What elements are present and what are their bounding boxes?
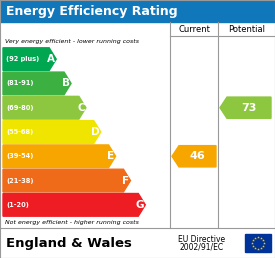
Text: (55-68): (55-68) xyxy=(6,129,33,135)
Bar xyxy=(0,0,275,22)
Text: 46: 46 xyxy=(190,151,205,161)
Polygon shape xyxy=(3,48,56,70)
Text: (81-91): (81-91) xyxy=(6,80,34,86)
Polygon shape xyxy=(220,97,271,118)
Polygon shape xyxy=(3,145,116,168)
Text: 2002/91/EC: 2002/91/EC xyxy=(180,243,224,252)
Text: B: B xyxy=(62,78,70,88)
Text: EU Directive: EU Directive xyxy=(178,235,225,244)
Bar xyxy=(245,234,271,252)
Text: A: A xyxy=(47,54,55,64)
Text: (69-80): (69-80) xyxy=(6,105,34,111)
Polygon shape xyxy=(3,96,86,119)
Polygon shape xyxy=(3,121,101,143)
Text: England & Wales: England & Wales xyxy=(6,237,132,249)
Text: Energy Efficiency Rating: Energy Efficiency Rating xyxy=(6,4,178,18)
Text: (21-38): (21-38) xyxy=(6,178,34,184)
Text: Potential: Potential xyxy=(228,25,265,34)
Text: Very energy efficient - lower running costs: Very energy efficient - lower running co… xyxy=(5,39,139,44)
Text: (1-20): (1-20) xyxy=(6,202,29,208)
Text: E: E xyxy=(108,151,115,161)
Polygon shape xyxy=(172,146,216,167)
Polygon shape xyxy=(3,72,71,95)
Bar xyxy=(0,228,275,258)
Text: D: D xyxy=(91,127,100,137)
Text: Not energy efficient - higher running costs: Not energy efficient - higher running co… xyxy=(5,220,139,225)
Text: Current: Current xyxy=(178,25,210,34)
Text: G: G xyxy=(136,200,144,210)
Text: 73: 73 xyxy=(241,103,257,113)
Text: C: C xyxy=(77,103,85,113)
Text: (92 plus): (92 plus) xyxy=(6,56,39,62)
Polygon shape xyxy=(3,169,130,192)
Text: (39-54): (39-54) xyxy=(6,153,33,159)
Text: F: F xyxy=(122,176,130,186)
Polygon shape xyxy=(3,194,145,216)
